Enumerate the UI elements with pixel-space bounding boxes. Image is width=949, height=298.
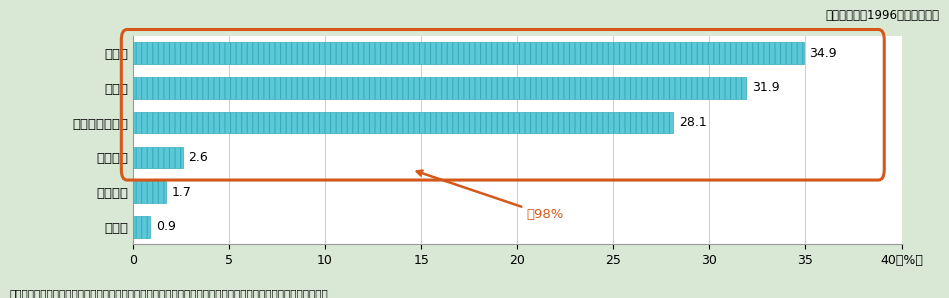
Text: （平成８年（1996年）１１月）: （平成８年（1996年）１１月）	[826, 9, 940, 22]
Text: 34.9: 34.9	[809, 47, 837, 60]
Text: 1.7: 1.7	[172, 186, 191, 199]
Bar	[133, 181, 165, 203]
Text: 絀98%: 絀98%	[417, 170, 565, 221]
Text: 2.6: 2.6	[189, 151, 209, 164]
Text: 0.9: 0.9	[156, 221, 176, 233]
Bar	[133, 77, 746, 99]
Bar	[133, 216, 150, 238]
Text: （出典）　社団法人　日本火災学会「兵庫県南部地震における火災に関する調査報告書」（標本調査、神戸市内）: （出典） 社団法人 日本火災学会「兵庫県南部地震における火災に関する調査報告書」…	[9, 288, 328, 298]
Bar	[133, 42, 804, 64]
Bar	[133, 147, 183, 168]
Bar	[133, 112, 673, 134]
Text: 28.1: 28.1	[679, 116, 706, 129]
Text: 31.9: 31.9	[752, 81, 779, 94]
